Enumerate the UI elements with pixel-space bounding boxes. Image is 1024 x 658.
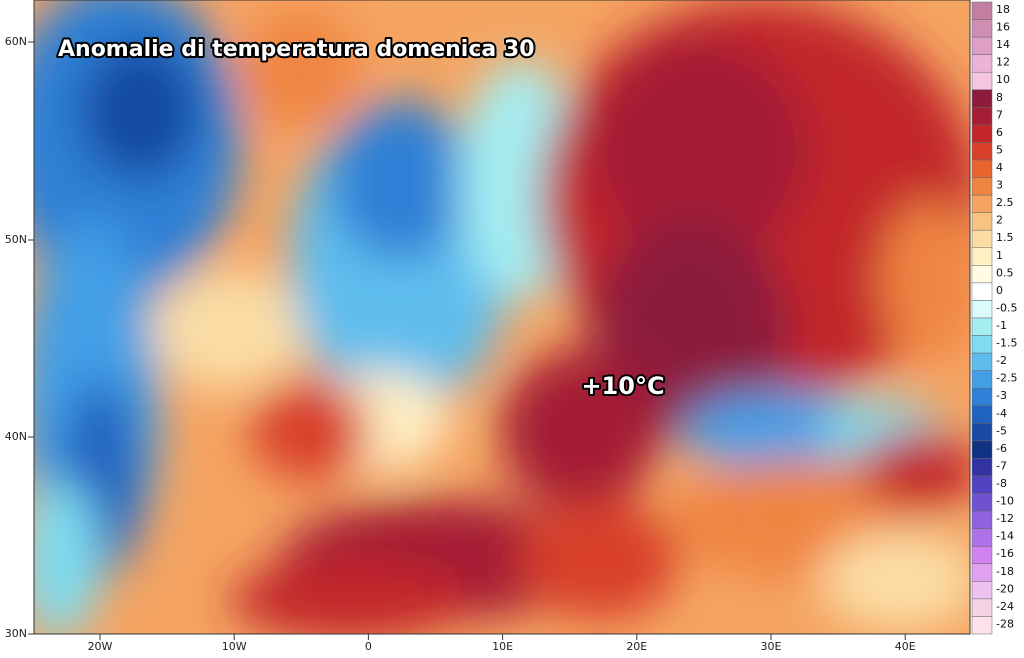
colorbar-label: -2.5 bbox=[996, 372, 1017, 385]
colorbar-swatch bbox=[971, 387, 993, 407]
colorbar-swatch bbox=[971, 212, 993, 231]
colorbar-swatch bbox=[971, 36, 993, 55]
colorbar-label: -18 bbox=[996, 565, 1014, 578]
colorbar-label: -0.5 bbox=[996, 301, 1017, 314]
colorbar-swatch bbox=[971, 352, 993, 371]
colorbar-swatch bbox=[971, 300, 993, 319]
colorbar-swatch bbox=[971, 423, 993, 442]
colorbar-swatch bbox=[971, 475, 993, 494]
colorbar-label: -7 bbox=[996, 459, 1007, 472]
colorbar-swatch bbox=[971, 194, 993, 213]
colorbar-swatch bbox=[971, 528, 993, 547]
colorbar-label: 18 bbox=[996, 3, 1010, 16]
colorbar-label: -8 bbox=[996, 477, 1007, 490]
colorbar-swatch bbox=[971, 335, 993, 354]
colorbar-label: 2.5 bbox=[996, 196, 1014, 209]
colorbar-swatch bbox=[971, 19, 993, 38]
colorbar-label: 7 bbox=[996, 108, 1003, 121]
colorbar-swatch bbox=[971, 71, 993, 91]
colorbar-label: 2 bbox=[996, 214, 1003, 227]
colorbar-label: -1.5 bbox=[996, 337, 1017, 350]
lon-label: 10W bbox=[222, 640, 247, 653]
colorbar-swatch bbox=[971, 124, 993, 143]
colorbar-label: 4 bbox=[996, 161, 1003, 174]
colorbar-label: -10 bbox=[996, 495, 1014, 508]
colorbar-label: 8 bbox=[996, 91, 1003, 104]
lon-label: 40E bbox=[895, 640, 916, 653]
colorbar-label: 16 bbox=[996, 21, 1010, 34]
colorbar-swatch bbox=[971, 563, 993, 582]
colorbar-label: -1 bbox=[996, 319, 1007, 332]
colorbar-swatch bbox=[971, 616, 993, 635]
colorbar-swatch bbox=[971, 581, 993, 600]
lon-label: 20E bbox=[626, 640, 647, 653]
colorbar-swatch bbox=[971, 405, 993, 424]
lon-label: 20W bbox=[88, 640, 113, 653]
colorbar-swatch bbox=[971, 247, 993, 266]
colorbar-swatch bbox=[971, 598, 993, 617]
colorbar-swatch bbox=[971, 265, 993, 284]
colorbar-label: -3 bbox=[996, 389, 1007, 402]
colorbar-swatch bbox=[971, 282, 993, 301]
colorbar-label: 6 bbox=[996, 126, 1003, 139]
lat-label: 60N bbox=[5, 35, 27, 48]
colorbar-label: 5 bbox=[996, 143, 1003, 156]
colorbar-label: -4 bbox=[996, 407, 1007, 420]
colorbar-label: 3 bbox=[996, 179, 1003, 192]
anomaly-field bbox=[34, 0, 970, 634]
colorbar-swatch bbox=[971, 493, 993, 512]
lat-label: 40N bbox=[5, 430, 27, 443]
colorbar-swatch bbox=[971, 317, 993, 336]
colorbar-label: -28 bbox=[996, 617, 1014, 630]
colorbar-swatch bbox=[971, 458, 993, 477]
colorbar-label: -2 bbox=[996, 354, 1007, 367]
colorbar-label: 1 bbox=[996, 249, 1003, 262]
colorbar-label: -24 bbox=[996, 600, 1014, 613]
colorbar-swatch bbox=[971, 1, 993, 20]
colorbar-label: 12 bbox=[996, 56, 1010, 69]
colorbar-label: 14 bbox=[996, 38, 1010, 51]
map-frame bbox=[33, 0, 971, 635]
colorbar-swatch bbox=[971, 229, 993, 249]
colorbar-swatch bbox=[971, 510, 993, 529]
colorbar-label: 10 bbox=[996, 73, 1010, 86]
colorbar-swatch bbox=[971, 177, 993, 196]
lon-label: 30E bbox=[761, 640, 782, 653]
colorbar-swatch bbox=[971, 545, 993, 565]
colorbar-swatch bbox=[971, 159, 993, 178]
colorbar-swatch bbox=[971, 440, 993, 459]
colorbar-swatch bbox=[971, 107, 993, 126]
colorbar-label: 1.5 bbox=[996, 231, 1014, 244]
lon-label: 0 bbox=[365, 640, 372, 653]
map-title: Anomalie di temperatura domenica 30 bbox=[58, 37, 535, 62]
colorbar-label: -16 bbox=[996, 547, 1014, 560]
lon-label: 10E bbox=[492, 640, 513, 653]
colorbar-label: -20 bbox=[996, 582, 1014, 595]
colorbar-swatch bbox=[971, 370, 993, 389]
colorbar-label: -5 bbox=[996, 424, 1007, 437]
colorbar-label: -12 bbox=[996, 512, 1014, 525]
colorbar-swatch bbox=[971, 54, 993, 73]
colorbar-swatch bbox=[971, 89, 993, 108]
colorbar-label: 0.5 bbox=[996, 266, 1014, 279]
colorbar-swatch bbox=[971, 142, 993, 161]
annotation: +10°C bbox=[581, 372, 664, 400]
lat-label: 50N bbox=[5, 233, 27, 246]
colorbar-label: 0 bbox=[996, 284, 1003, 297]
lat-label: 30N bbox=[5, 627, 27, 640]
colorbar-label: -6 bbox=[996, 442, 1007, 455]
colorbar-label: -14 bbox=[996, 530, 1014, 543]
